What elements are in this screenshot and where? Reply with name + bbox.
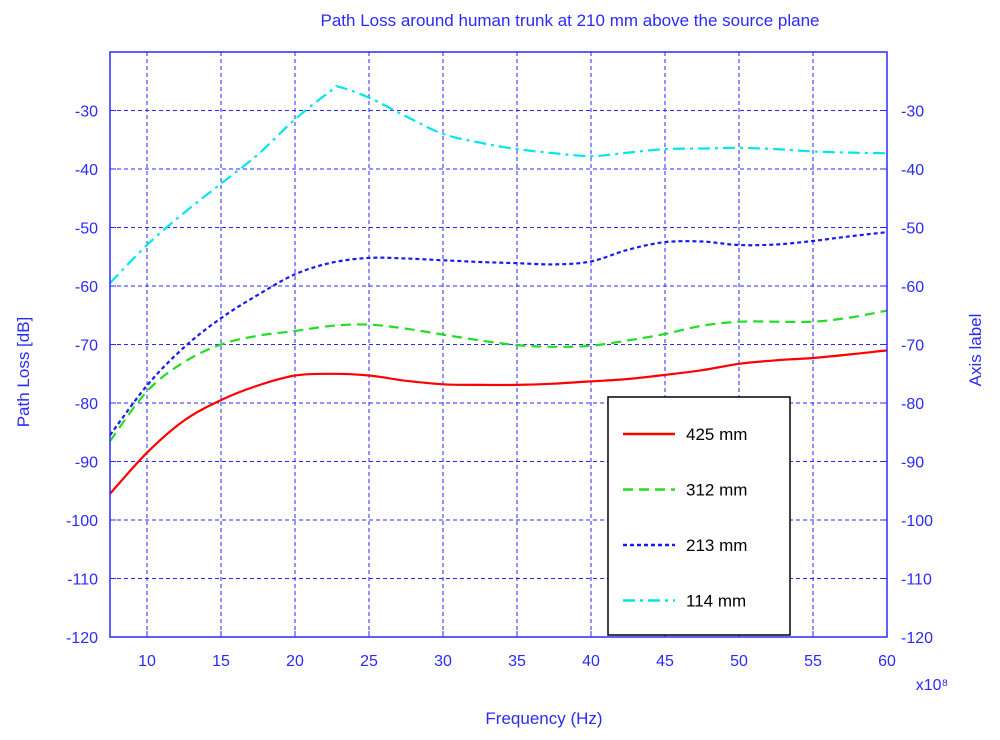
y-tick-label-left: -90	[75, 455, 98, 472]
y-tick-label-right: -100	[901, 513, 933, 530]
y-tick-label-right: -120	[901, 630, 933, 647]
series-line-2	[109, 309, 888, 442]
x-tick-label: 15	[212, 653, 230, 670]
x-tick-label: 50	[730, 653, 748, 670]
legend-label: 425 mm	[686, 425, 747, 444]
y-tick-labels-right: -120 -110 -100 -90 -80 -70 -60 -50 -40 -30	[901, 104, 933, 648]
legend-label: 213 mm	[686, 536, 747, 555]
y-tick-label-right: -30	[901, 104, 924, 121]
x-tick-label: 55	[804, 653, 822, 670]
tick-marks	[110, 110, 888, 638]
y-tick-label-right: -90	[901, 455, 924, 472]
series-line-1	[109, 349, 888, 495]
x-tick-label: 20	[286, 653, 304, 670]
legend-label: 312 mm	[686, 481, 747, 500]
y-tick-label-left: -70	[75, 338, 98, 355]
y-tick-label-right: -50	[901, 221, 924, 238]
legend-label: 114 mm	[686, 592, 746, 611]
grid-lines	[110, 52, 888, 637]
x-tick-label: 25	[360, 653, 378, 670]
x-tick-label: 60	[878, 653, 896, 670]
legend: 425 mm 312 mm 213 mm 114 mm	[607, 396, 791, 636]
y-tick-label-left: -100	[66, 513, 98, 530]
y-tick-label-right: -40	[901, 162, 924, 179]
y-tick-label-left: -30	[75, 104, 98, 121]
x-multiplier-label: x10⁸	[916, 677, 949, 694]
y-tick-label-right: -110	[901, 572, 932, 589]
y-tick-label-left: -120	[66, 630, 98, 647]
y-axis-label-right: Axis label	[966, 314, 985, 387]
x-tick-labels: 10 15 20 25 30 35 40 45 50 55 60	[138, 653, 896, 670]
y-tick-label-left: -50	[75, 221, 98, 238]
legend-box	[607, 396, 791, 636]
x-tick-label: 10	[138, 653, 156, 670]
x-tick-label: 45	[656, 653, 674, 670]
y-tick-label-left: -60	[75, 279, 98, 296]
x-tick-label: 35	[508, 653, 526, 670]
y-tick-label-right: -80	[901, 396, 924, 413]
x-tick-label: 30	[434, 653, 452, 670]
y-tick-labels-left: -120 -110 -100 -90 -80 -70 -60 -50 -40 -30	[66, 104, 98, 648]
y-tick-label-left: -40	[75, 162, 98, 179]
y-tick-label-left: -110	[67, 572, 98, 589]
chart-title: Path Loss around human trunk at 210 mm a…	[321, 11, 820, 30]
x-axis-label: Frequency (Hz)	[485, 709, 602, 728]
y-tick-label-left: -80	[75, 396, 98, 413]
y-tick-label-right: -70	[901, 338, 924, 355]
y-axis-label-left: Path Loss [dB]	[14, 317, 33, 428]
x-tick-label: 40	[582, 653, 600, 670]
series-line-3	[109, 231, 888, 436]
y-tick-label-right: -60	[901, 279, 924, 296]
series-lines	[109, 84, 888, 495]
series-line-4	[109, 84, 888, 284]
